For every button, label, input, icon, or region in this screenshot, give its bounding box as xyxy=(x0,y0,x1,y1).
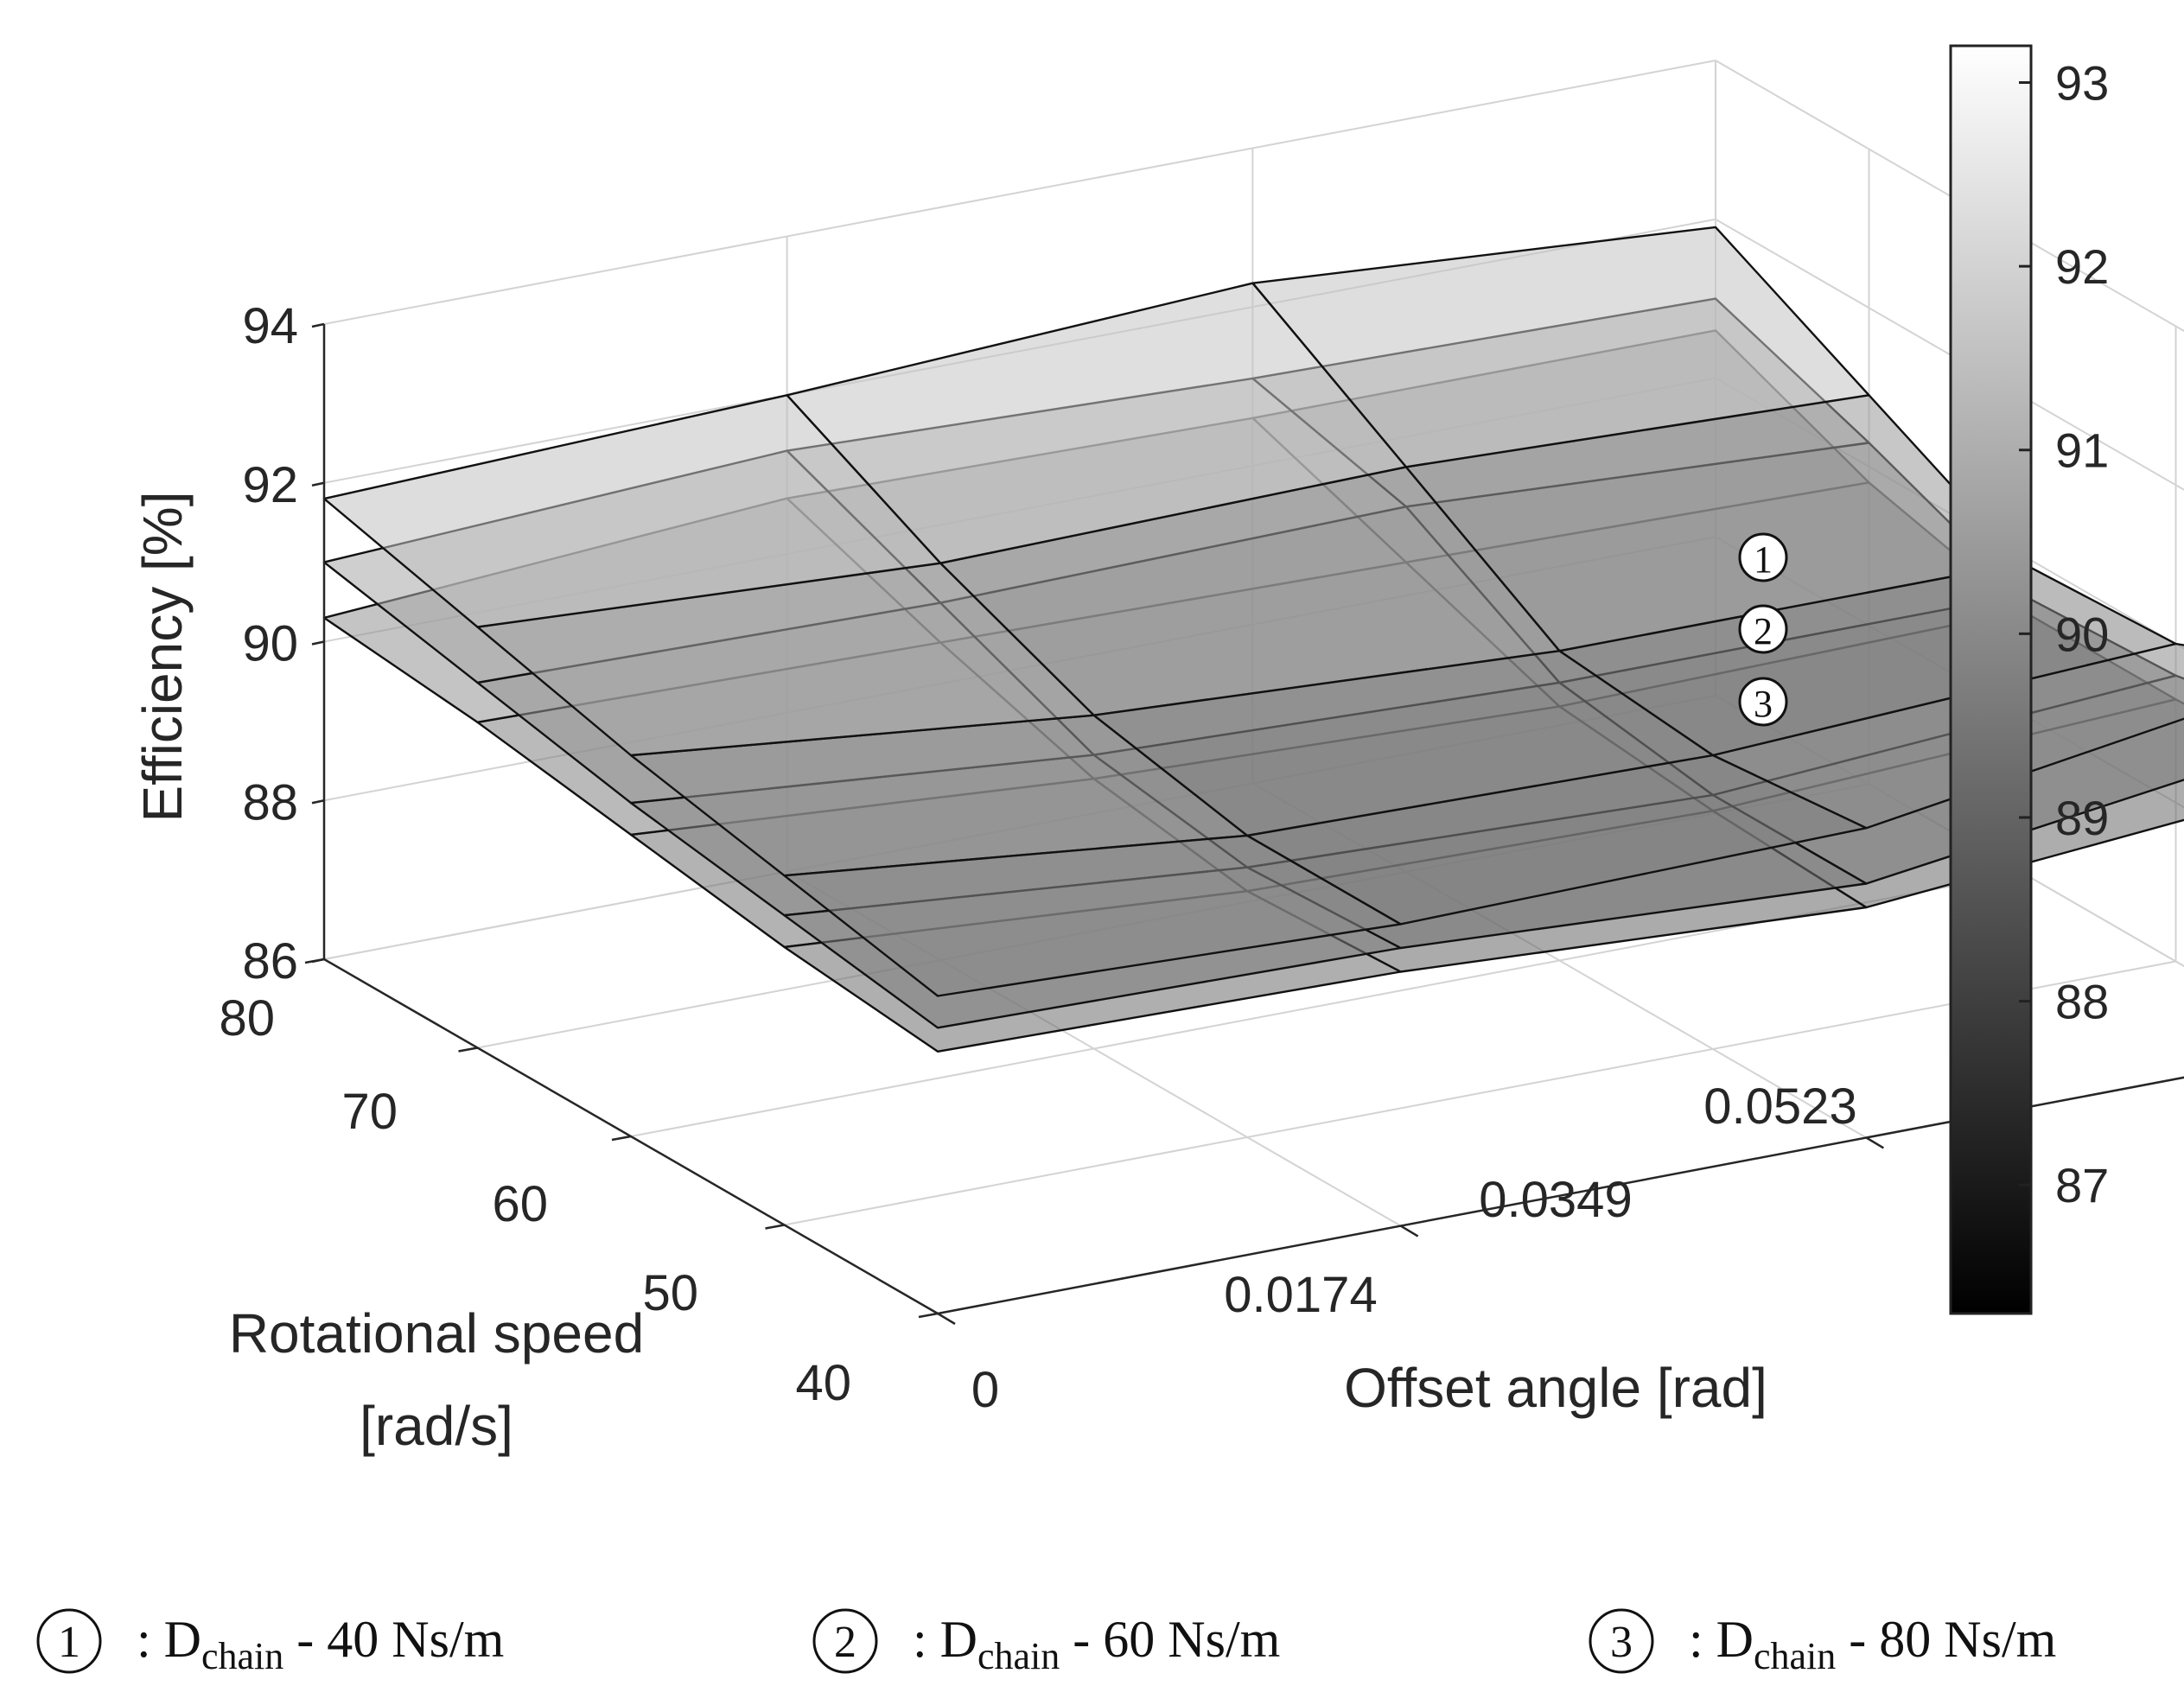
legend-label-suffix: - 60 Ns/m xyxy=(1060,1611,1280,1668)
legend-label-prefix: : D xyxy=(137,1611,201,1668)
z-tick-label: 86 xyxy=(242,933,298,989)
speed-tick xyxy=(918,1312,939,1319)
legend-marker-circle xyxy=(812,1608,878,1674)
surface-marker-label-1: 1 xyxy=(1754,538,1773,581)
offset-tick-label: 0.0523 xyxy=(1703,1078,1856,1135)
colorbar-tick-label: 90 xyxy=(2055,607,2109,661)
z-tick xyxy=(311,799,325,805)
speed-tick-label: 40 xyxy=(795,1355,851,1411)
legend-label-prefix: : D xyxy=(1689,1611,1754,1668)
z-tick xyxy=(311,640,325,646)
legend-marker-label: 1 xyxy=(58,1618,80,1667)
legend-marker-circle xyxy=(36,1608,102,1674)
legend-label-subscript: chain xyxy=(201,1635,283,1677)
surface-1 xyxy=(322,226,2184,997)
legend-item-3: 3 : Dchain - 80 Ns/m xyxy=(1589,1608,2056,1677)
offset-tick xyxy=(937,1312,956,1326)
z-tick xyxy=(311,322,325,328)
surface-marker-circle-3 xyxy=(1738,677,1788,727)
offset-tick-label: 0.0349 xyxy=(1479,1172,1632,1228)
z-tick-label: 90 xyxy=(242,616,298,672)
surface-marker-label-3: 3 xyxy=(1754,683,1773,725)
speed-tick xyxy=(304,957,325,964)
offset-tick xyxy=(1865,1136,1885,1149)
colorbar-tick-label: 88 xyxy=(2055,975,2109,1029)
z-tick xyxy=(311,481,325,487)
colorbar-tick-label: 92 xyxy=(2055,239,2109,294)
legend-label: : Dchain - 40 Ns/m xyxy=(137,1611,504,1677)
legend-marker-circle xyxy=(1589,1608,1654,1674)
speed-axis-title-line1: Rotational speed xyxy=(229,1302,644,1365)
offset-tick-label: 0 xyxy=(971,1362,999,1418)
legend-label-suffix: - 40 Ns/m xyxy=(283,1611,504,1668)
offset-tick-label: 0.0174 xyxy=(1224,1267,1377,1323)
colorbar-tick-label: 93 xyxy=(2055,56,2109,111)
offset-axis-title: Offset angle [rad] xyxy=(1344,1357,1767,1419)
legend-label-suffix: - 80 Ns/m xyxy=(1836,1611,2056,1668)
surface-marker-label-2: 2 xyxy=(1754,610,1773,652)
speed-tick xyxy=(611,1135,632,1142)
legend: 1: Dchain - 40 Ns/m 2: Dchain - 60 Ns/m 3:… xyxy=(36,1608,2056,1677)
legend-label: : Dchain - 60 Ns/m xyxy=(913,1611,1280,1677)
speed-tick-label: 50 xyxy=(642,1265,698,1321)
speed-axis-title-line2: [rad/s] xyxy=(360,1395,513,1457)
z-axis-title: Efficiency [%] xyxy=(131,492,194,823)
legend-marker-label: 3 xyxy=(1610,1618,1633,1667)
surface-cell xyxy=(322,394,942,628)
colorbar-tick-label: 89 xyxy=(2055,791,2109,845)
speed-tick-label: 60 xyxy=(492,1176,548,1232)
legend-label-subscript: chain xyxy=(977,1635,1060,1677)
legend-item-1: 1 : Dchain - 40 Ns/m xyxy=(36,1608,504,1677)
surface-cell xyxy=(1092,650,1715,837)
legend-label: : Dchain - 80 Ns/m xyxy=(1689,1611,2056,1677)
colorbar-tick-label: 91 xyxy=(2055,423,2109,478)
speed-tick xyxy=(458,1047,478,1053)
surface-cell xyxy=(783,834,1402,997)
colorbar: 93 92 91 90 89 88 87 xyxy=(1949,44,2109,1315)
offset-axis-line xyxy=(937,1076,2184,1315)
colorbar-tick-label: 87 xyxy=(2055,1158,2109,1212)
speed-tick-label: 70 xyxy=(341,1084,398,1140)
legend-marker-label: 2 xyxy=(834,1618,856,1667)
z-tick-label: 94 xyxy=(242,298,298,354)
wall-grid-line xyxy=(323,60,1716,325)
colorbar-gradient xyxy=(1949,44,2033,1315)
offset-tick xyxy=(1399,1225,1419,1237)
legend-label-prefix: : D xyxy=(913,1611,977,1668)
z-tick-label: 92 xyxy=(242,457,298,513)
surfaces xyxy=(322,226,2184,1053)
surface-marker-circle-1 xyxy=(1738,532,1788,582)
surface-marker-circle-2 xyxy=(1738,604,1788,654)
axes: 86 88 90 92 94 80 70 60 50 40 0 0.0174 0.0349 0.0523 E… xyxy=(131,298,2184,1457)
speed-tick xyxy=(765,1224,785,1230)
legend-label-subscript: chain xyxy=(1754,1635,1836,1677)
z-tick-label: 88 xyxy=(242,774,298,830)
floor-grid-line xyxy=(784,960,2176,1226)
legend-item-2: 2 : Dchain - 60 Ns/m xyxy=(812,1608,1280,1677)
speed-tick-label: 80 xyxy=(219,990,275,1047)
